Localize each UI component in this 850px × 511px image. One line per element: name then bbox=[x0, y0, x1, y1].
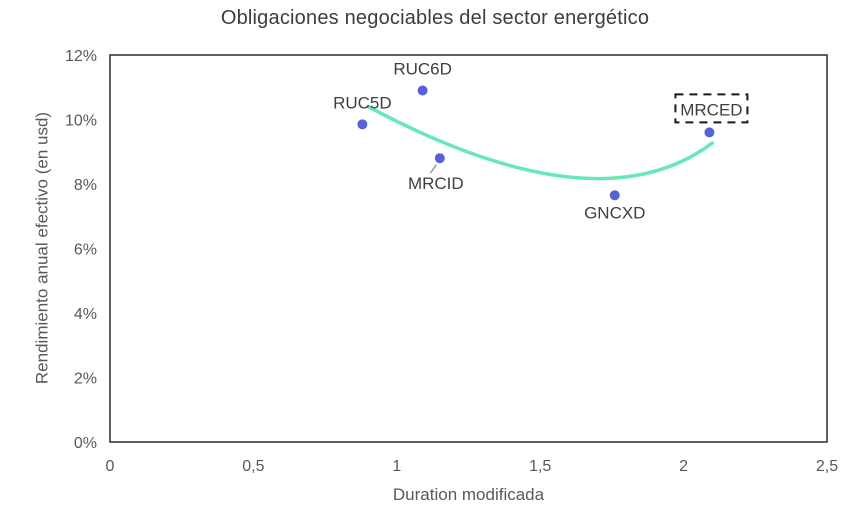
y-tick-label: 6% bbox=[74, 242, 97, 259]
y-tick-label: 4% bbox=[74, 306, 97, 323]
point-label-ruc5d: RUC5D bbox=[333, 93, 392, 112]
y-tick-label: 0% bbox=[74, 435, 97, 452]
data-point-mrcid[interactable] bbox=[434, 153, 445, 164]
data-point-ruc5d[interactable] bbox=[357, 119, 368, 130]
point-label-ruc6d: RUC6D bbox=[393, 59, 452, 78]
x-tick-label: 2 bbox=[679, 458, 688, 475]
x-tick-label: 1 bbox=[392, 458, 401, 475]
chart-title: Obligaciones negociables del sector ener… bbox=[220, 7, 650, 29]
x-tick-label: 2,5 bbox=[816, 458, 838, 475]
y-tick-label: 10% bbox=[65, 113, 97, 130]
plot-frame bbox=[109, 54, 828, 443]
data-point-mrced[interactable] bbox=[704, 127, 715, 138]
trend-curve bbox=[366, 104, 715, 181]
x-tick-label: 0 bbox=[106, 458, 115, 475]
selected-label-box[interactable] bbox=[674, 93, 749, 124]
point-label-mrcid: MRCID bbox=[408, 174, 464, 193]
data-point-ruc6d[interactable] bbox=[417, 85, 428, 96]
x-tick-label: 0,5 bbox=[242, 458, 264, 475]
x-axis-title: Duration modificada bbox=[392, 485, 545, 504]
point-label-gncxd: GNCXD bbox=[584, 203, 645, 222]
point-label-mrced[interactable]: MRCED bbox=[680, 100, 742, 119]
y-tick-label: 2% bbox=[74, 371, 97, 388]
y-tick-label: 8% bbox=[74, 177, 97, 194]
y-tick-label: 12% bbox=[65, 48, 97, 65]
x-tick-label: 1,5 bbox=[529, 458, 551, 475]
label-leader-line bbox=[429, 164, 437, 174]
data-point-gncxd[interactable] bbox=[609, 190, 620, 201]
